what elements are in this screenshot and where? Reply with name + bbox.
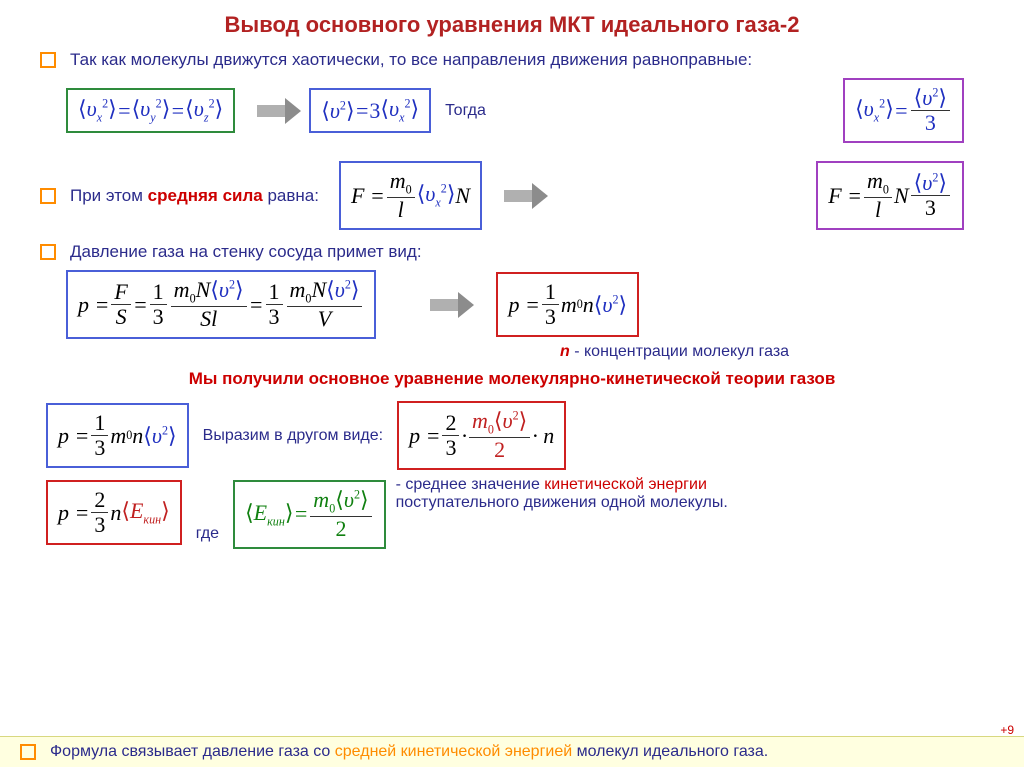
page-title: Вывод основного уравнения МКТ идеального… (0, 0, 1024, 46)
text: равна: (263, 186, 319, 205)
n-italic: n (560, 343, 570, 360)
formula-box: p = FS = 13 m0Nυ2Sl = 13 m0Nυ2V (66, 270, 376, 339)
arrow-icon (496, 181, 542, 211)
text: поступательного движения одной молекулы. (396, 494, 728, 511)
equation-row-1: υx2 = υy2 = υz2 υ2 = 3υx2 Тогда υx2 = υ2… (60, 74, 1004, 147)
text-highlight: средней кинетической энергией (335, 743, 572, 760)
note-concentration: n - концентрации молекул газа (560, 343, 1024, 361)
formula-box: p = 23 · m0υ22 · n (397, 401, 566, 470)
equation-row-ekin: p = 23 nEкин где Eкин = m0υ22 - среднее … (40, 476, 1004, 553)
formula-box: υx2 = υ23 (843, 78, 964, 143)
text: При этом (70, 186, 148, 205)
text: - среднее значение (396, 476, 545, 493)
arrow-icon (249, 96, 295, 126)
bullet-icon (40, 188, 56, 204)
formula-box: υx2 = υy2 = υz2 (66, 88, 235, 133)
formula-box: F = m0l N υ23 (816, 161, 964, 230)
formula-box: Eкин = m0υ22 (233, 480, 386, 549)
ekin-note: - среднее значение кинетической энергии … (396, 476, 736, 512)
arrow-icon (422, 290, 468, 320)
label-then: Тогда (445, 102, 486, 120)
line-3: Давление газа на стенку сосуда примет ви… (20, 242, 1004, 262)
bullet-icon (40, 244, 56, 260)
text-em: средняя сила (148, 186, 263, 205)
bullet-icon (20, 744, 36, 760)
text: - концентрации молекул газа (570, 343, 789, 360)
formula-box: υ2 = 3υx2 (309, 88, 431, 133)
formula-box: p = 23 nEкин (46, 480, 182, 545)
line-1: Так как молекулы движутся хаотически, то… (20, 50, 1004, 70)
label-express: Выразим в другом виде: (203, 427, 383, 445)
formula-box: F = m0lυx2 N (339, 161, 482, 230)
line-2: При этом средняя сила равна: F = m0lυx2 … (20, 157, 1004, 234)
text: молекул идеального газа. (572, 743, 768, 760)
text: Формула связывает давление газа со (50, 743, 335, 760)
footer: Формула связывает давление газа со средн… (0, 736, 1024, 767)
text-em: кинетической энергии (544, 476, 707, 493)
equation-row-pressure: p = FS = 13 m0Nυ2Sl = 13 m0Nυ2V p = 13 m… (60, 266, 1004, 343)
label-where: где (196, 525, 219, 543)
formula-box-main: p = 13 m0nυ2 (496, 272, 639, 337)
text-line3: Давление газа на стенку сосуда примет ви… (70, 242, 422, 262)
bullet-icon (40, 52, 56, 68)
page-number: +9 (1000, 723, 1014, 737)
formula-box: p = 13 m0nυ2 (46, 403, 189, 468)
main-conclusion: Мы получили основное уравнение молекуляр… (0, 369, 1024, 389)
text-line1: Так как молекулы движутся хаотически, то… (70, 50, 752, 70)
equation-row-express: p = 13 m0nυ2 Выразим в другом виде: p = … (40, 397, 1004, 474)
